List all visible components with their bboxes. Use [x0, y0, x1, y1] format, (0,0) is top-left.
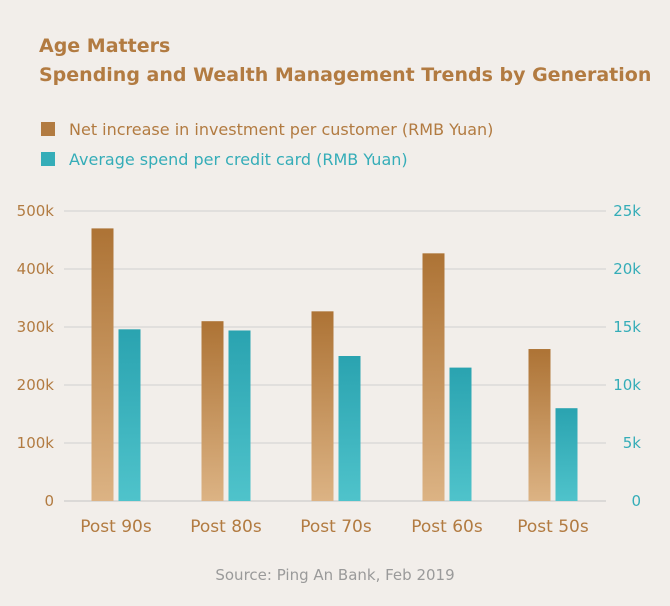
legend-label-card-spend: Average spend per credit card (RMB Yuan)	[69, 149, 408, 169]
bars	[91, 228, 578, 501]
right-tick-label: 10k	[613, 376, 641, 394]
legend-item-investment: Net increase in investment per customer …	[41, 114, 493, 144]
right-axis: 0 5k 10k 15k 20k 25k	[613, 202, 641, 510]
x-tick-label: Post 90s	[80, 517, 152, 537]
bar-card-spend	[555, 408, 578, 501]
right-tick-label: 0	[631, 492, 641, 510]
bar-card-spend	[449, 367, 472, 501]
legend: Net increase in investment per customer …	[41, 114, 493, 174]
left-tick-label: 200k	[17, 376, 55, 394]
chart-title: Age Matters Spending and Wealth Manageme…	[39, 32, 651, 90]
bar-card-spend	[118, 329, 141, 501]
left-tick-label: 0	[44, 492, 54, 510]
right-tick-label: 5k	[623, 434, 642, 452]
bar-investment	[91, 228, 114, 501]
bar-card-spend	[228, 330, 251, 501]
bar-investment	[201, 321, 224, 501]
bar-card-spend	[338, 356, 361, 501]
legend-item-card-spend: Average spend per credit card (RMB Yuan)	[41, 144, 493, 174]
bar-investment	[311, 311, 334, 501]
chart-title-line-1: Age Matters	[39, 35, 171, 57]
bar-investment	[422, 253, 445, 501]
x-axis: Post 90s Post 80s Post 70s Post 60s Post 50s	[80, 517, 589, 537]
right-tick-label: 20k	[613, 260, 641, 278]
x-tick-label: Post 50s	[517, 517, 589, 537]
x-tick-label: Post 60s	[411, 517, 483, 537]
legend-swatch-investment	[41, 122, 55, 136]
left-tick-label: 500k	[17, 202, 55, 220]
legend-label-investment: Net increase in investment per customer …	[69, 119, 494, 139]
left-tick-label: 300k	[17, 318, 55, 336]
left-axis: 0 100k 200k 300k 400k 500k	[17, 202, 55, 510]
left-tick-label: 100k	[17, 434, 55, 452]
x-tick-label: Post 70s	[300, 517, 372, 537]
right-tick-label: 15k	[613, 318, 641, 336]
left-tick-label: 400k	[17, 260, 55, 278]
legend-swatch-card-spend	[41, 152, 55, 166]
right-tick-label: 25k	[613, 202, 641, 220]
source-note: Source: Ping An Bank, Feb 2019	[215, 566, 455, 584]
bar-investment	[528, 349, 551, 501]
gridlines	[64, 210, 606, 502]
x-tick-label: Post 80s	[190, 517, 262, 537]
chart-title-line-2: Spending and Wealth Management Trends by…	[39, 64, 652, 86]
